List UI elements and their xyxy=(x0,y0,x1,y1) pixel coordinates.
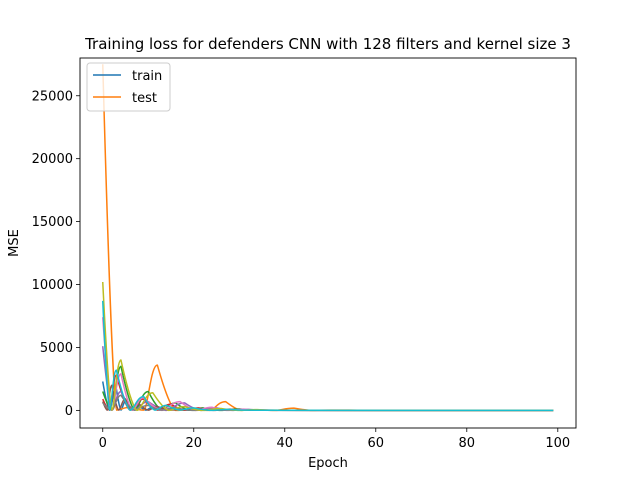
x-tick-label: 40 xyxy=(276,436,293,451)
series-line-4 xyxy=(102,346,554,412)
legend: train test xyxy=(86,62,171,112)
legend-label-test: test xyxy=(132,91,157,106)
series-lines xyxy=(102,64,554,412)
y-tick-label: 20000 xyxy=(32,152,73,167)
chart-title: Training loss for defenders CNN with 128… xyxy=(84,35,571,53)
x-tick-label: 0 xyxy=(99,436,107,451)
y-tick-label: 25000 xyxy=(32,89,73,104)
series-line-9 xyxy=(102,300,554,412)
x-tick-label: 60 xyxy=(368,436,385,451)
y-axis-ticks: 0 5000 10000 15000 20000 25000 xyxy=(32,89,80,419)
series-line-test xyxy=(102,64,554,412)
x-tick-label: 20 xyxy=(185,436,202,451)
y-tick-label: 5000 xyxy=(40,341,73,356)
x-axis-ticks: 0 20 40 60 80 100 xyxy=(99,428,570,451)
x-tick-label: 100 xyxy=(545,436,570,451)
y-tick-label: 15000 xyxy=(32,215,73,230)
series-line-8 xyxy=(102,281,554,412)
y-tick-label: 0 xyxy=(65,404,73,419)
y-tick-label: 10000 xyxy=(32,278,73,293)
x-tick-label: 80 xyxy=(459,436,476,451)
plot-frame xyxy=(79,57,577,429)
x-axis-label: Epoch xyxy=(308,456,348,471)
series-line-6 xyxy=(102,317,554,412)
legend-label-train: train xyxy=(132,69,162,84)
y-axis-label: MSE xyxy=(7,229,22,257)
